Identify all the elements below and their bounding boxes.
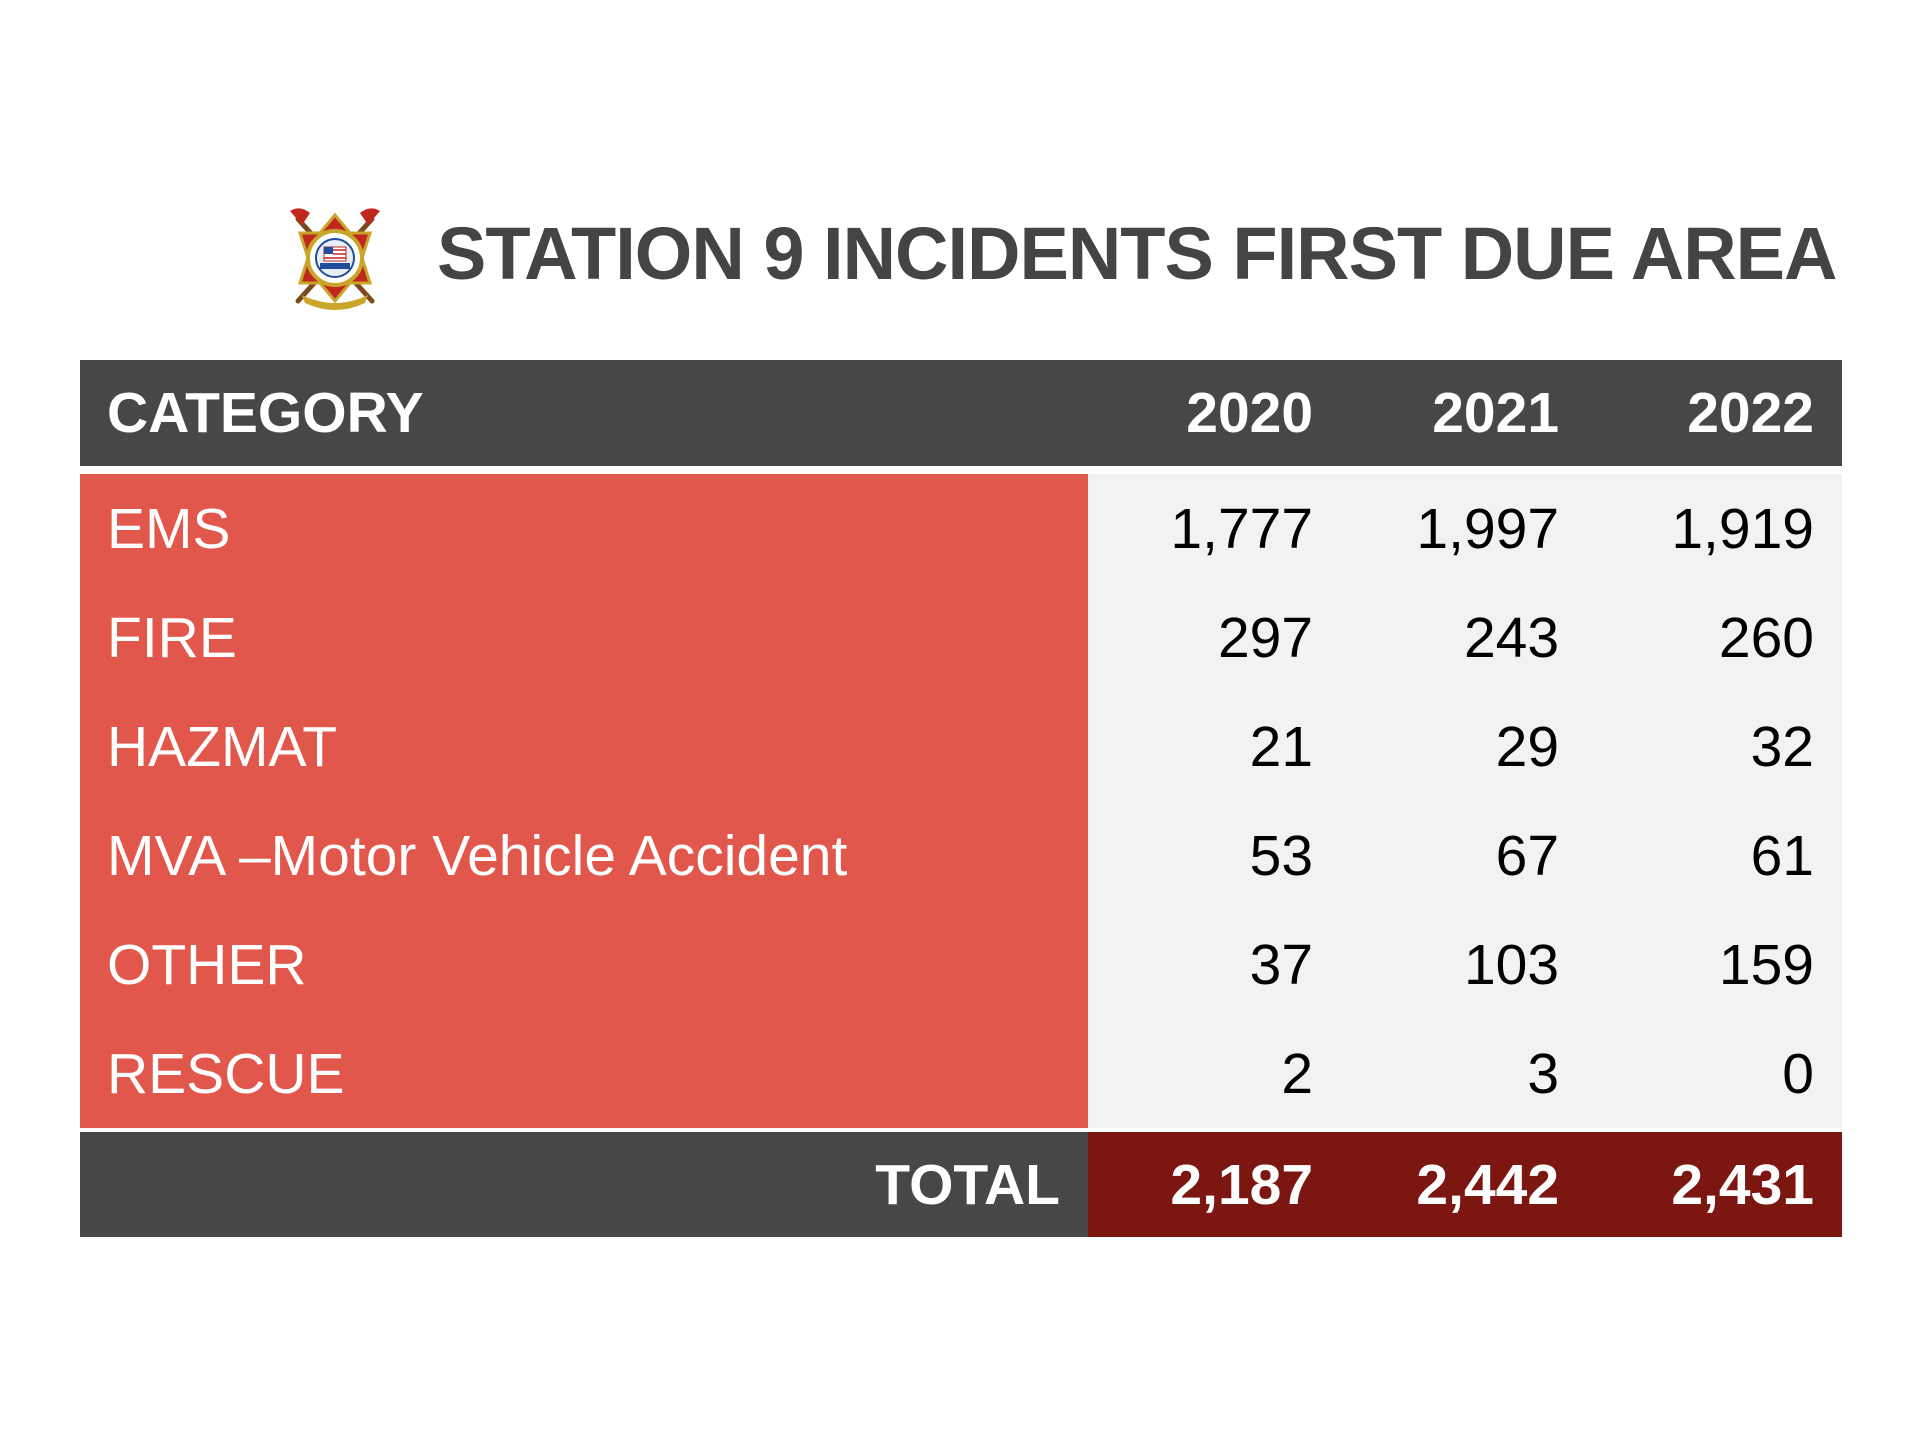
total-value: 2,442 [1313,1132,1560,1237]
value-cell: 61 [1559,801,1842,910]
value-cell: 32 [1559,692,1842,801]
value-cell: 3 [1313,1019,1560,1128]
category-cell: MVA –Motor Vehicle Accident [80,801,1088,910]
value-cell: 1,919 [1559,474,1842,583]
category-cell: FIRE [80,583,1088,692]
table-row: MVA –Motor Vehicle Accident 53 67 61 [80,801,1842,910]
value-cell: 29 [1313,692,1560,801]
header-category: CATEGORY [107,381,424,445]
value-cell: 260 [1559,583,1842,692]
category-cell: HAZMAT [80,692,1088,801]
value-cell: 0 [1559,1019,1842,1128]
table-row: OTHER 37 103 159 [80,910,1842,1019]
value-cell: 21 [1087,692,1314,801]
incidents-table: CATEGORY 2020 2021 2022 EMS 1,777 1,997 … [80,360,1842,1237]
slide-header: STATION 9 INCIDENTS FIRST DUE AREA [280,195,1850,315]
header-year-2022: 2022 [1687,381,1814,445]
table-row: EMS 1,777 1,997 1,919 [80,474,1842,583]
value-cell: 1,997 [1313,474,1560,583]
value-cell: 53 [1087,801,1314,910]
value-cell: 103 [1313,910,1560,1019]
table-row: FIRE 297 243 260 [80,583,1842,692]
table-body: EMS 1,777 1,997 1,919 FIRE 297 243 260 H… [80,474,1842,1128]
value-cell: 243 [1313,583,1560,692]
total-value: 2,431 [1559,1132,1842,1237]
fire-department-seal-icon [280,203,390,313]
page-title: STATION 9 INCIDENTS FIRST DUE AREA [437,212,1837,295]
value-cell: 159 [1559,910,1842,1019]
value-cell: 37 [1087,910,1314,1019]
value-cell: 1,777 [1087,474,1314,583]
table-row: HAZMAT 21 29 32 [80,692,1842,801]
value-cell: 2 [1087,1019,1314,1128]
total-value: 2,187 [1087,1132,1314,1237]
header-year-2020: 2020 [1186,381,1314,445]
total-label: TOTAL [80,1132,1088,1237]
category-cell: EMS [80,474,1088,583]
table-row: RESCUE 2 3 0 [80,1019,1842,1128]
table-header-row: CATEGORY 2020 2021 2022 [80,360,1842,466]
value-cell: 67 [1313,801,1560,910]
table-total-row: TOTAL 2,187 2,442 2,431 [80,1132,1842,1237]
header-year-2021: 2021 [1432,381,1560,445]
category-cell: RESCUE [80,1019,1088,1128]
value-cell: 297 [1087,583,1314,692]
category-cell: OTHER [80,910,1088,1019]
